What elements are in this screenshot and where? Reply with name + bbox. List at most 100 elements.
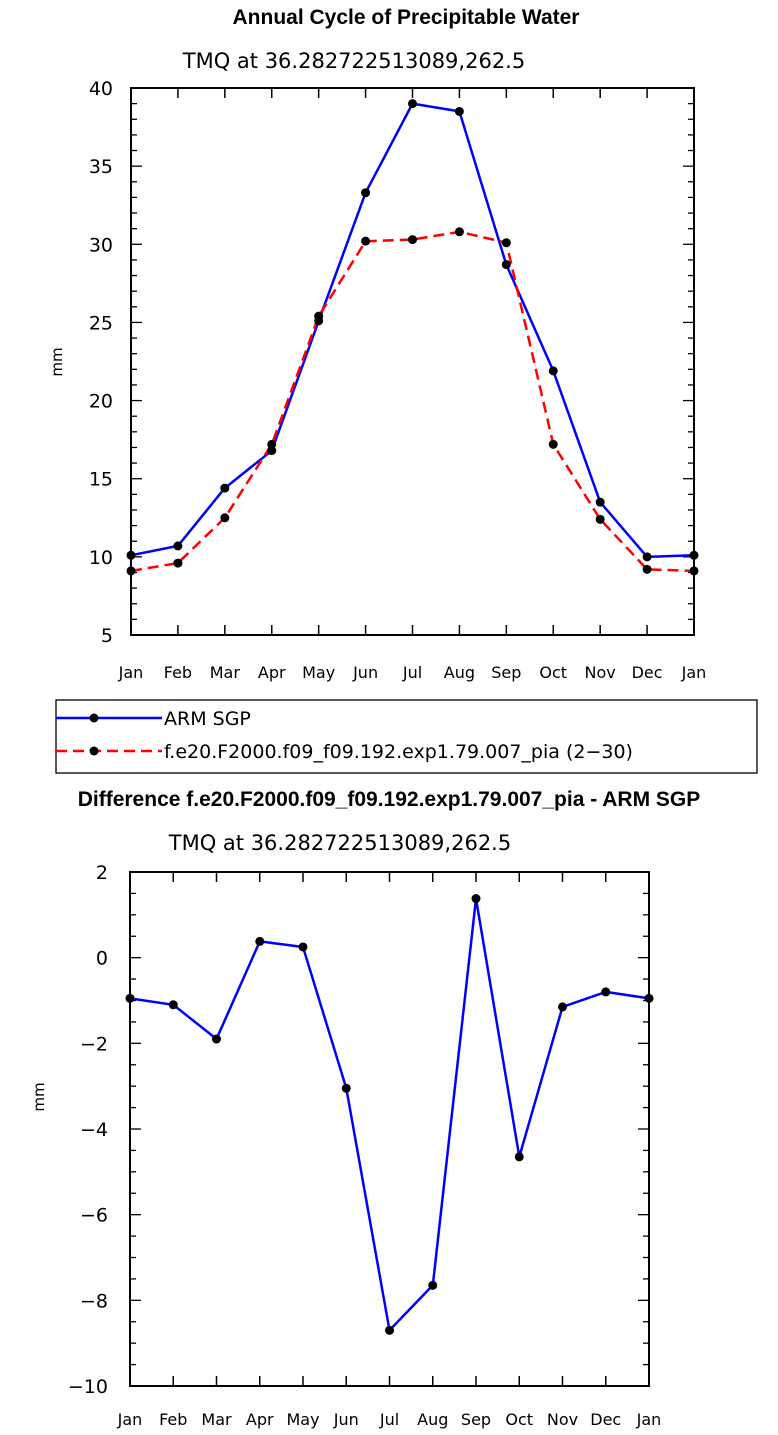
data-point: [168, 1000, 178, 1010]
y-tick-label: −8: [80, 1290, 108, 1312]
x-tick-label: Dec: [632, 663, 663, 682]
x-tick-label: Mar: [201, 1410, 232, 1429]
x-tick-label: Jul: [402, 663, 422, 682]
legend-box: [55, 699, 758, 774]
data-point: [601, 987, 611, 997]
x-tick-label: Nov: [585, 663, 616, 682]
data-point: [173, 558, 183, 568]
y-axis-label: mm: [30, 1082, 48, 1111]
x-tick-label: Sep: [491, 663, 521, 682]
y-tick-label: −4: [80, 1119, 108, 1141]
data-point: [501, 260, 511, 270]
x-tick-label: May: [302, 663, 335, 682]
y-tick-label: 30: [89, 234, 113, 256]
chart-subtitle: TMQ at 36.282722513089,262.5: [182, 49, 525, 73]
data-point: [255, 936, 265, 946]
plot-frame: [129, 871, 650, 1387]
series-lines: [129, 897, 650, 1332]
legend-marker-model: [89, 746, 99, 756]
tick-marks: [129, 871, 650, 1387]
y-tick-label: 40: [89, 78, 113, 100]
x-tick-label: Apr: [258, 663, 286, 682]
data-point: [595, 497, 605, 507]
data-point: [548, 439, 558, 449]
data-point: [428, 1280, 438, 1290]
data-point: [501, 238, 511, 248]
x-tick-label: Jan: [681, 663, 707, 682]
data-point: [361, 188, 371, 198]
data-point: [267, 446, 277, 456]
data-point: [298, 942, 308, 952]
series-line-0: [130, 102, 695, 559]
data-point: [514, 1152, 524, 1162]
data-point: [548, 366, 558, 376]
y-tick-label: −10: [68, 1376, 108, 1398]
x-tick-label: Jan: [636, 1410, 662, 1429]
data-point: [212, 1034, 221, 1044]
data-point: [595, 514, 605, 524]
y-tick-label: 35: [89, 156, 113, 178]
x-tick-label: Feb: [159, 1410, 187, 1429]
x-tick-label: May: [286, 1410, 319, 1429]
series-lines: [130, 102, 695, 573]
x-tick-labels: Jan Feb Mar Apr May Jun Jul Aug Sep Oct Nov Dec Jan: [118, 663, 707, 682]
data-point: [642, 552, 652, 562]
y-tick-label: 15: [89, 469, 113, 491]
legend: ARM SGP f.e20.F2000.f09_f09.192.exp1.79.…: [55, 699, 758, 774]
x-tick-label: Mar: [210, 663, 241, 682]
data-point: [558, 1002, 567, 1012]
x-tick-label: Jun: [333, 1410, 359, 1429]
y-tick-label: 5: [101, 625, 113, 647]
legend-marker-arm-sgp: [89, 713, 99, 723]
y-tick-label: −2: [80, 1033, 108, 1055]
data-point: [267, 439, 277, 449]
y-tick-label: 10: [89, 547, 113, 569]
data-point: [642, 564, 652, 574]
x-tick-label: Nov: [547, 1410, 578, 1429]
annual-cycle-panel: Annual Cycle of Precipitable Water TMQ a…: [48, 6, 706, 682]
tick-marks: [130, 87, 695, 636]
legend-label-arm-sgp: ARM SGP: [164, 708, 251, 730]
x-tick-labels: Jan Feb Mar Apr May Jun Jul Aug Sep Oct Nov Dec Jan: [117, 1410, 662, 1429]
x-tick-label: Jul: [379, 1410, 399, 1429]
data-point: [408, 99, 417, 109]
data-points: [125, 894, 654, 1335]
data-point: [341, 1083, 351, 1093]
data-point: [385, 1325, 394, 1335]
x-tick-label: Aug: [444, 663, 475, 682]
x-tick-label: Feb: [164, 663, 192, 682]
x-tick-label: Aug: [417, 1410, 448, 1429]
y-tick-labels: −10 −8 −6 −4 −2 0 2: [68, 862, 108, 1398]
x-tick-label: Oct: [505, 1410, 533, 1429]
legend-label-model: f.e20.F2000.f09_f09.192.exp1.79.007_pia …: [164, 741, 633, 763]
data-point: [454, 106, 464, 116]
y-tick-labels: 5 10 15 20 25 30 35 40: [89, 78, 113, 647]
data-point: [471, 894, 481, 904]
data-point: [220, 483, 230, 493]
y-tick-label: 20: [89, 391, 113, 413]
x-tick-label: Dec: [590, 1410, 621, 1429]
data-point: [314, 311, 324, 321]
x-tick-label: Oct: [539, 663, 567, 682]
y-tick-label: 0: [96, 948, 108, 970]
x-tick-label: Jan: [118, 663, 144, 682]
data-point: [408, 235, 417, 245]
plot-frame: [130, 87, 695, 636]
x-tick-label: Jun: [352, 663, 378, 682]
chart-title: Difference f.e20.F2000.f09_f09.192.exp1.…: [78, 788, 701, 811]
chart-subtitle: TMQ at 36.282722513089,262.5: [168, 831, 511, 855]
y-tick-label: −6: [80, 1205, 108, 1227]
data-points: [126, 99, 699, 576]
y-tick-label: 2: [96, 862, 108, 884]
x-tick-label: Sep: [461, 1410, 491, 1429]
chart-title: Annual Cycle of Precipitable Water: [233, 6, 580, 29]
y-axis-label: mm: [48, 347, 66, 376]
series-line-1: [130, 230, 695, 573]
series-line-0: [129, 897, 650, 1332]
x-tick-label: Apr: [246, 1410, 274, 1429]
y-tick-label: 25: [89, 312, 113, 334]
data-point: [220, 513, 230, 523]
data-point: [361, 236, 371, 246]
data-point: [454, 227, 464, 237]
